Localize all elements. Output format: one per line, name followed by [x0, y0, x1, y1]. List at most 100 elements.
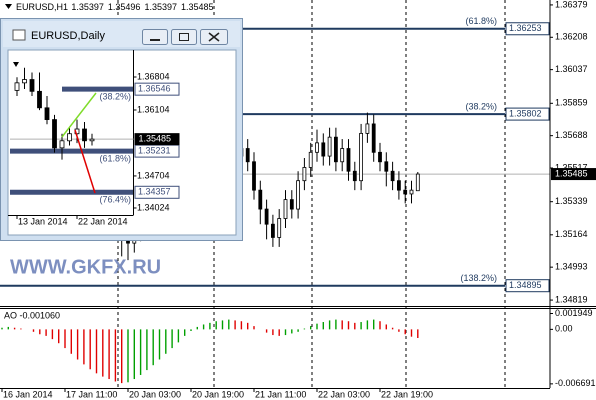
- candle-body: [252, 161, 256, 191]
- inset-icon: [13, 62, 19, 67]
- y-tick-label: 1.36804: [137, 71, 170, 81]
- x-tick-label: 22 Jan 19:00: [381, 389, 433, 399]
- candle-body: [296, 180, 301, 210]
- candle-body: [245, 148, 250, 163]
- candle-body: [346, 148, 351, 172]
- window-title: EURUSD,Daily: [31, 30, 105, 42]
- candle-body: [333, 136, 338, 163]
- y-tick-label: 1.36104: [137, 104, 170, 114]
- candle-body: [409, 189, 414, 195]
- level-label: (138.2%): [460, 273, 497, 283]
- open: 1.35397: [71, 2, 104, 12]
- header-icon: [5, 4, 12, 9]
- low: 1.35397: [144, 2, 177, 12]
- level-price-box: [505, 279, 550, 293]
- candle-body: [315, 142, 319, 153]
- x-tick-label: 22 Jan 2014: [78, 216, 128, 226]
- y-tick-label: 1.35859: [555, 98, 588, 108]
- y-tick-label: 0.00: [555, 324, 573, 334]
- chart-header: EURUSD,H1 1.35397 1.35496 1.35397 1.35485: [16, 2, 214, 12]
- candle-body: [82, 128, 87, 142]
- level-price: 1.36546: [138, 84, 171, 94]
- candle-body: [378, 151, 382, 163]
- level-label: (61.8%): [99, 153, 131, 163]
- candle-body: [277, 218, 282, 238]
- y-tick-label: 1.35688: [555, 130, 588, 140]
- level-label: (38.2%): [99, 92, 131, 102]
- close-glyph: [208, 32, 220, 42]
- candle-body: [371, 123, 376, 153]
- watermark: WWW.GKFX.RU: [10, 256, 161, 278]
- candle-body: [365, 123, 370, 134]
- inset-plot-bg: [7, 49, 237, 236]
- close: 1.35485: [181, 2, 214, 12]
- trend-line: [61, 92, 97, 138]
- y-tick-label: 1.36208: [555, 32, 588, 42]
- candle-body: [283, 199, 288, 219]
- candle-body: [264, 208, 269, 225]
- x-tick-label: 13 Jan 2014: [18, 216, 68, 226]
- price-label: 1.35485: [555, 168, 588, 178]
- daily-window: EURUSD,Daily 1.36804 1.36104 1.34704 1.3402…: [0, 18, 243, 241]
- candle-body: [37, 90, 42, 109]
- level-label: (61.8%): [465, 16, 497, 26]
- restore-glyph: [179, 33, 189, 41]
- candle-body: [327, 136, 332, 157]
- y-tick-label: 1.34819: [555, 294, 588, 304]
- frame: [0, 0, 596, 389]
- candle-body: [258, 189, 263, 210]
- x-tick-label: 16 Jan 2014: [3, 389, 53, 399]
- candle-body: [384, 161, 389, 172]
- level-price: 1.35802: [509, 108, 542, 118]
- candle-body: [321, 142, 326, 157]
- symbol: EURUSD,H1: [16, 2, 68, 12]
- candle-body: [340, 148, 345, 163]
- restore-button[interactable]: [171, 29, 197, 45]
- level-price: 1.35231: [138, 145, 171, 155]
- x-tick-label: 17 Jan 11:00: [66, 389, 117, 399]
- level-price-box: [505, 107, 550, 121]
- candle-body: [359, 132, 364, 182]
- x-tick-label: 21 Jan 11:00: [255, 389, 306, 399]
- y-tick-label: 1.34704: [137, 170, 170, 180]
- y-tick-label: 1.36379: [555, 0, 588, 9]
- ao-pane: AO -0.001060 0.001949 0.00 -0.006691: [1, 308, 596, 388]
- level-label: (76.4%): [99, 195, 131, 205]
- candle-body: [14, 82, 20, 91]
- candle-body: [415, 173, 420, 192]
- x-tick-label: 20 Jan 03:00: [129, 389, 181, 399]
- candle-body: [52, 119, 57, 149]
- level-price: 1.34895: [509, 280, 542, 290]
- y-tick-label: 1.34024: [137, 202, 170, 212]
- y-tick-label: 1.35517: [555, 162, 588, 172]
- y-tick-label: -0.006691: [555, 378, 596, 388]
- candle-body: [403, 189, 408, 195]
- candle-body: [89, 138, 95, 142]
- candle-body: [270, 223, 275, 238]
- price-box: [134, 133, 180, 146]
- y-tick-label: 1.34993: [555, 262, 588, 272]
- y-tick-label: 0.001949: [555, 308, 593, 318]
- high: 1.35496: [108, 2, 141, 12]
- price-box: [551, 168, 596, 181]
- level-price: 1.34357: [138, 187, 171, 197]
- candle-body: [302, 167, 307, 182]
- candle-body: [308, 151, 313, 168]
- y-tick-label: 1.35339: [555, 196, 588, 206]
- level-price-box: [134, 185, 180, 199]
- candle-body: [44, 107, 50, 120]
- candle-body: [396, 180, 401, 191]
- minimize-button[interactable]: [142, 29, 168, 45]
- candle-body: [390, 170, 395, 182]
- level-price-box: [134, 82, 180, 96]
- level-label: (38.2%): [465, 101, 497, 111]
- ao-title: AO -0.001060: [4, 310, 60, 320]
- candle-body: [67, 133, 72, 142]
- window-icon: [12, 29, 26, 41]
- candle-body: [29, 79, 35, 92]
- x-tick-label: 20 Jan 19:00: [192, 389, 244, 399]
- candle-body: [22, 79, 27, 84]
- candle-body: [352, 170, 357, 182]
- level-price: 1.36253: [509, 23, 542, 33]
- x-tick-label: 22 Jan 03:00: [318, 389, 370, 399]
